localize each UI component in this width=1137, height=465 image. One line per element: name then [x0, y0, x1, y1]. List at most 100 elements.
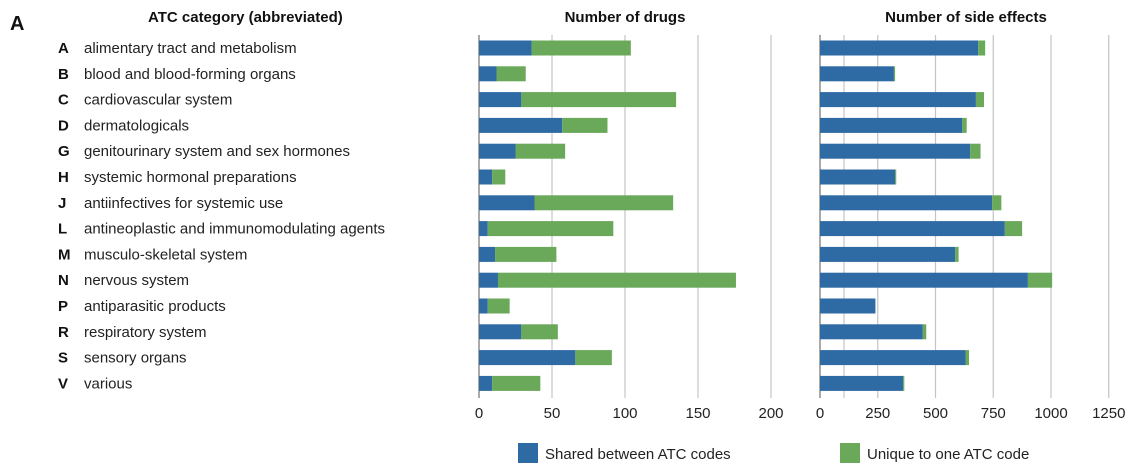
category-code: G: [58, 143, 70, 160]
bar-shared: [479, 324, 522, 340]
bar-unique: [531, 40, 631, 56]
panel-label: A: [10, 13, 24, 35]
category-code: N: [58, 272, 69, 289]
bar-unique: [515, 143, 566, 159]
category-code: J: [58, 195, 66, 212]
bar-shared: [479, 66, 497, 82]
category-header: ATC category (abbreviated): [148, 9, 343, 26]
category-name: antiinfectives for systemic use: [84, 195, 283, 212]
bar-unique: [962, 117, 967, 133]
bar-unique: [575, 350, 612, 366]
bar-unique: [487, 221, 614, 237]
category-name: musculo-skeletal system: [84, 246, 247, 263]
bar-unique: [521, 92, 677, 108]
category-name: dermatologicals: [84, 117, 189, 134]
x-tick-label: 250: [865, 405, 890, 422]
bar-shared: [820, 195, 993, 211]
bar-unique: [903, 375, 905, 391]
legend-swatch-shared: [518, 443, 538, 463]
category-code: M: [58, 246, 71, 263]
legend-swatch-unique: [840, 443, 860, 463]
category-name: various: [84, 375, 132, 392]
bar-unique: [1004, 221, 1023, 237]
bar-unique: [975, 92, 985, 108]
category-code: P: [58, 298, 68, 315]
category-name: sensory organs: [84, 350, 187, 367]
panel-drugs: 0 50 100 150 200: [475, 35, 845, 422]
category-name: nervous system: [84, 272, 189, 289]
legend-label-unique: Unique to one ATC code: [867, 446, 1029, 463]
category-code: D: [58, 117, 69, 134]
bar-shared: [820, 40, 979, 56]
x-tick-label: 0: [816, 405, 824, 422]
x-tick-label: 100: [612, 405, 637, 422]
category-name: respiratory system: [84, 324, 207, 341]
x-tick-label: 1000: [1034, 405, 1067, 422]
bar-shared: [479, 143, 516, 159]
category-name: blood and blood-forming organs: [84, 66, 296, 83]
bar-shared: [820, 298, 876, 314]
legend: Shared between ATC codes Unique to one A…: [518, 443, 1029, 463]
category-name: alimentary tract and metabolism: [84, 40, 297, 57]
category-code: H: [58, 169, 69, 186]
bar-unique: [562, 117, 608, 133]
panel-side-effects: 0 250 500 750 1000 1250: [816, 35, 1125, 422]
bar-unique: [893, 66, 896, 82]
bar-unique: [970, 143, 981, 159]
category-code: L: [58, 221, 67, 238]
bar-shared: [479, 92, 522, 108]
bar-shared: [820, 324, 923, 340]
bar-unique: [492, 375, 541, 391]
category-name: antineoplastic and immunomodulating agen…: [84, 221, 385, 238]
bar-shared: [820, 92, 976, 108]
x-tick-label: 1250: [1092, 405, 1125, 422]
bar-shared: [479, 375, 493, 391]
bar-unique: [496, 66, 526, 82]
bar-unique: [495, 246, 557, 262]
bar-unique: [1027, 272, 1053, 288]
bar-shared: [820, 143, 971, 159]
panel-title-drugs: Number of drugs: [565, 9, 686, 26]
category-name: genitourinary system and sex hormones: [84, 143, 350, 160]
bar-unique: [978, 40, 986, 56]
category-code: S: [58, 350, 68, 367]
bar-shared: [479, 246, 496, 262]
x-tick-label: 50: [544, 405, 561, 422]
category-name: antiparasitic products: [84, 298, 226, 315]
bar-shared: [820, 66, 894, 82]
bar-unique: [534, 195, 674, 211]
panel-title-side-effects: Number of side effects: [885, 9, 1047, 26]
bar-unique: [492, 169, 506, 185]
bar-unique: [497, 272, 736, 288]
bar-shared: [479, 117, 563, 133]
bar-shared: [820, 375, 904, 391]
bar-shared: [820, 221, 1005, 237]
bar-unique: [965, 350, 969, 366]
bar-unique: [955, 246, 959, 262]
bar-shared: [820, 246, 956, 262]
category-code: V: [58, 375, 68, 392]
bar-unique: [992, 195, 1002, 211]
bar-shared: [479, 298, 488, 314]
bar-unique: [895, 169, 897, 185]
bar-shared: [479, 272, 498, 288]
category-code: B: [58, 66, 69, 83]
x-tick-label: 0: [475, 405, 483, 422]
category-code: A: [58, 40, 69, 57]
bar-shared: [820, 350, 966, 366]
x-tick-label: 500: [923, 405, 948, 422]
x-tick-label: 150: [685, 405, 710, 422]
bar-shared: [820, 272, 1028, 288]
bar-shared: [479, 350, 576, 366]
bar-shared: [479, 221, 488, 237]
category-code: R: [58, 324, 69, 341]
legend-label-shared: Shared between ATC codes: [545, 446, 731, 463]
x-tick-label: 750: [981, 405, 1006, 422]
category-name: cardiovascular system: [84, 92, 232, 109]
bar-shared: [479, 40, 532, 56]
bar-unique: [487, 298, 510, 314]
category-name: systemic hormonal preparations: [84, 169, 297, 186]
bar-shared: [820, 169, 896, 185]
bar-unique: [922, 324, 927, 340]
